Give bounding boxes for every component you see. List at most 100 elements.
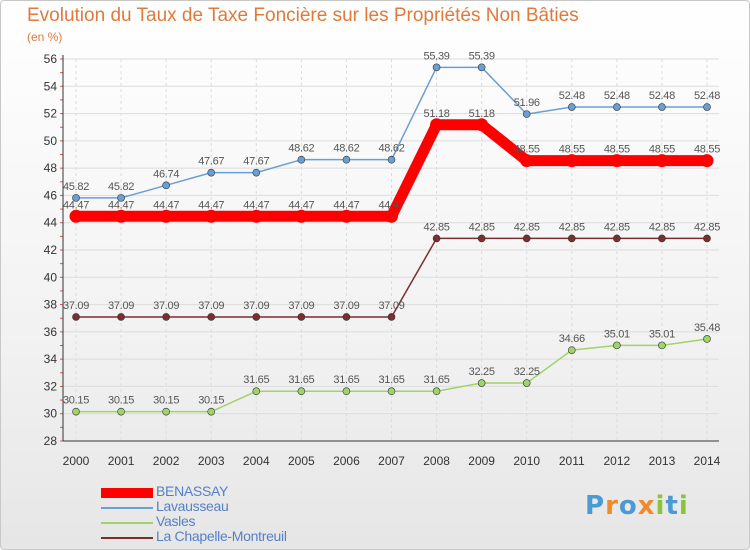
x-tick-label: 2010 [513,454,540,468]
data-point [522,110,531,118]
data-point [252,168,261,177]
data-point [294,209,308,223]
data-point [162,181,170,190]
data-label: 45.82 [108,181,134,193]
data-label: 48.55 [649,144,675,156]
data-point [613,103,621,111]
logo-letter: o [618,491,638,521]
data-label: 31.65 [424,374,450,386]
data-label: 42.85 [694,221,720,233]
data-point [432,63,441,72]
data-label: 35.01 [649,328,675,340]
y-tick-label: 30 [44,407,58,421]
data-label: 30.15 [198,395,224,407]
data-point [477,379,486,387]
data-label: 32.25 [469,366,495,378]
y-tick-label: 34 [44,352,58,366]
data-point [207,168,216,177]
data-point [114,209,128,223]
data-label: 31.65 [378,374,404,386]
x-tick-label: 2007 [378,454,405,468]
logo-letter: P [585,491,606,521]
y-tick-label: 46 [44,188,58,202]
data-label: 42.85 [424,221,450,233]
data-label: 37.09 [198,300,224,312]
data-label: 44.47 [153,199,179,211]
x-tick-label: 2008 [423,454,450,468]
data-label: 42.85 [649,221,675,233]
data-point [117,194,125,202]
data-label: 44.47 [333,199,359,211]
data-point [249,209,263,223]
legend-swatch-lavausseau [101,507,153,509]
data-point [658,341,666,350]
y-tick-label: 40 [44,270,58,284]
y-tick-label: 32 [44,379,58,393]
data-point [655,154,669,168]
data-point [703,234,711,243]
data-label: 47.67 [198,156,224,168]
legend-label: BENASSAY [156,483,229,499]
data-label: 47.67 [243,156,269,168]
data-point [162,407,170,416]
data-label: 52.48 [559,90,585,102]
data-point [342,313,351,321]
data-label: 42.85 [514,221,540,233]
data-point [72,313,80,321]
data-point [72,194,80,202]
logo-letter: i [678,491,689,521]
x-tick-label: 2004 [243,454,270,468]
data-label: 30.15 [153,395,179,407]
data-point [477,234,486,243]
data-label: 31.65 [288,374,314,386]
data-point [387,387,396,396]
data-label: 44.47 [243,199,269,211]
y-tick-label: 56 [44,52,58,66]
data-point [207,313,216,321]
data-point [252,387,261,396]
data-point [567,346,576,354]
data-point [658,234,666,243]
x-tick-label: 2014 [694,454,721,468]
y-tick-label: 36 [44,325,58,339]
data-point [567,234,576,243]
data-point [613,234,621,243]
data-label: 34.66 [559,333,585,345]
x-tick-label: 2012 [604,454,631,468]
data-point [703,103,711,111]
x-tick-label: 2009 [468,454,495,468]
data-label: 48.62 [288,143,314,155]
data-point [342,155,351,164]
data-label: 55.39 [469,50,495,62]
data-label: 48.55 [604,144,630,156]
data-label: 37.09 [378,300,404,312]
proxiti-logo: Proxiti [585,491,689,521]
data-label: 45.82 [63,181,89,193]
data-label: 32.25 [514,366,540,378]
data-label: 44.47 [288,199,314,211]
data-label: 35.01 [604,328,630,340]
data-point [72,407,80,416]
data-label: 37.09 [108,300,134,312]
data-label: 31.65 [243,374,269,386]
data-point [159,209,173,223]
y-tick-label: 42 [44,243,58,257]
chart-subtitle: (en %) [27,30,63,44]
data-label: 55.39 [424,50,450,62]
x-tick-label: 2002 [153,454,180,468]
data-label: 46.74 [153,168,179,180]
data-point [610,154,624,168]
data-label: 44.47 [108,199,134,211]
x-tick-label: 2005 [288,454,315,468]
data-label: 44.47 [63,199,89,211]
data-label: 52.48 [694,90,720,102]
logo-letter: i [655,491,666,521]
data-point [387,313,396,321]
y-tick-label: 48 [44,161,58,175]
data-label: 37.09 [288,300,314,312]
legend-label: Vasles [156,513,196,529]
legend-swatch-la-chapelle-montreuil [101,537,153,539]
data-point [430,118,444,132]
